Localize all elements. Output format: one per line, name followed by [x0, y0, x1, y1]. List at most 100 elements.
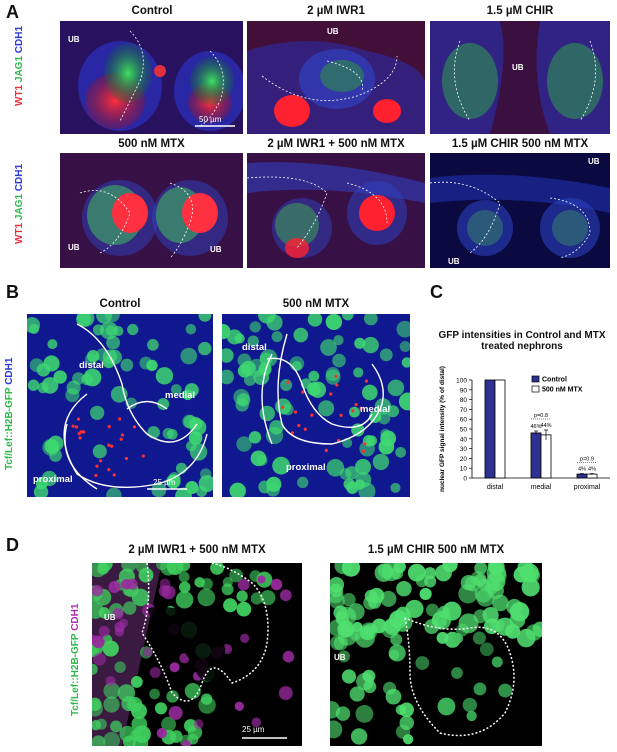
nucleus-mark	[161, 716, 177, 732]
proximal-cell-dot	[79, 430, 83, 434]
nucleus-mark	[103, 682, 121, 699]
nucleus-mark	[320, 339, 337, 356]
nucleus-mark	[249, 321, 261, 333]
proximal-cell-dot	[335, 383, 339, 387]
data-label: 4%	[588, 467, 596, 473]
nucleus-mark	[270, 578, 283, 591]
nucleus-mark	[110, 385, 128, 403]
nucleus-mark	[456, 623, 469, 637]
nucleus-mark	[139, 356, 153, 370]
proximal-cell-dot	[310, 413, 314, 417]
y-tick-label: 60	[460, 417, 468, 424]
nucleus-mark	[431, 612, 447, 629]
y-tick-label: 0	[463, 476, 467, 483]
nucleus-mark	[47, 339, 58, 350]
ub-label: UB	[512, 63, 524, 72]
ub-label: UB	[104, 613, 116, 622]
y-tick-label: 80	[460, 397, 468, 404]
nucleus-mark	[226, 329, 243, 345]
nucleus-mark	[112, 608, 124, 620]
panel-letter-d: D	[6, 535, 19, 555]
bar-mtx	[586, 473, 598, 479]
nucleus-mark	[237, 578, 250, 591]
panel-letter-a: A	[6, 2, 19, 22]
nucleus-mark	[184, 682, 201, 700]
proximal-cell-dot	[301, 390, 305, 394]
proximal-cell-dot	[351, 409, 355, 413]
nucleus-mark	[342, 593, 356, 607]
nucleus-mark	[419, 587, 432, 600]
y-tick-label: 30	[460, 446, 468, 453]
proximal-cell-dot	[74, 425, 79, 429]
nucleus-mark	[256, 454, 268, 466]
proximal-cell-dot	[290, 431, 295, 435]
panel-d-stain-label: Tcf/Lef::H2B-GFP CDH1	[70, 604, 81, 716]
y-tick-label: 40	[460, 436, 468, 443]
nucleus-mark	[289, 356, 305, 371]
panel-b-title-mtx: 500 nM MTX	[282, 298, 350, 310]
nucleus-mark	[103, 731, 120, 746]
scale-bar-label: 50 µm	[199, 115, 222, 124]
proximal-cell-dot	[119, 437, 123, 441]
nucleus-mark	[390, 567, 404, 580]
nucleus-mark	[83, 368, 102, 387]
nucleus-mark	[480, 642, 494, 657]
p-value-label: p=0.9	[580, 457, 594, 463]
stain-label-cdh1: CDH1	[14, 25, 25, 54]
nucleus-mark	[452, 633, 464, 644]
micrograph-b-mtx: distal medial proximal	[222, 314, 410, 497]
nucleus-mark	[330, 720, 343, 739]
panel-b-title-control: Control	[99, 298, 141, 310]
proximal-cell-dot	[98, 459, 103, 463]
nucleus-mark	[92, 444, 107, 459]
nucleus-mark	[175, 591, 194, 609]
nucleus-mark	[92, 584, 103, 597]
nucleus-mark	[339, 624, 352, 637]
nucleus-mark	[92, 324, 105, 336]
stain-label-reporter: Tcf/Lef::H2B-GFP	[4, 387, 15, 470]
nucleus-mark	[151, 482, 167, 497]
nucleus-mark	[356, 672, 374, 691]
nucleus-mark	[491, 656, 503, 668]
nucleus-mark	[405, 599, 424, 618]
nucleus-mark	[266, 483, 280, 497]
stain-label-cdh1: CDH1	[14, 163, 25, 192]
nucleus-mark	[155, 367, 174, 385]
nucleus-mark	[336, 606, 357, 627]
region-label-medial: medial	[165, 390, 196, 401]
nucleus-mark	[282, 650, 295, 663]
nucleus-mark	[180, 347, 198, 365]
panel-a-title-iwr1: 2 µM IWR1	[307, 5, 365, 17]
nucleus-mark	[259, 405, 275, 422]
nucleus-mark	[181, 739, 191, 746]
stain-label-reporter: Tcf/Lef::H2B-GFP	[70, 633, 81, 716]
panel-a-title-chir-mtx: 1.5 µM CHIR 500 nM MTX	[451, 138, 589, 150]
legend-label: Control	[542, 377, 567, 384]
nucleus-mark	[113, 326, 124, 337]
nucleus-mark	[106, 335, 121, 350]
stain-label-wt1: WT1	[14, 222, 25, 244]
nucleus-mark	[179, 581, 191, 593]
nucleus-mark	[266, 314, 283, 331]
nucleus-mark	[359, 622, 378, 641]
nucleus-mark	[399, 341, 410, 353]
bar-control	[530, 432, 542, 479]
nucleus-mark	[103, 696, 120, 713]
nucleus-mark	[33, 484, 49, 497]
legend-swatch	[531, 375, 540, 383]
nucleus-mark	[234, 701, 244, 711]
panel-a-title-chir: 1.5 µM CHIR	[486, 5, 554, 17]
nucleus-mark	[251, 717, 262, 728]
nucleus-mark	[72, 372, 85, 385]
proximal-cell-dot	[364, 379, 369, 383]
scale-bar-label: 25 µm	[153, 478, 176, 487]
proximal-cell-dot	[82, 430, 86, 434]
nucleus-mark	[307, 382, 321, 396]
nucleus-mark	[121, 579, 132, 590]
nucleus-mark	[269, 420, 284, 435]
nucleus-mark	[341, 314, 354, 321]
nucleus-mark	[260, 590, 276, 606]
ub-label: UB	[448, 257, 460, 266]
nucleus-mark	[363, 314, 378, 326]
proximal-cell-dot	[354, 402, 358, 407]
